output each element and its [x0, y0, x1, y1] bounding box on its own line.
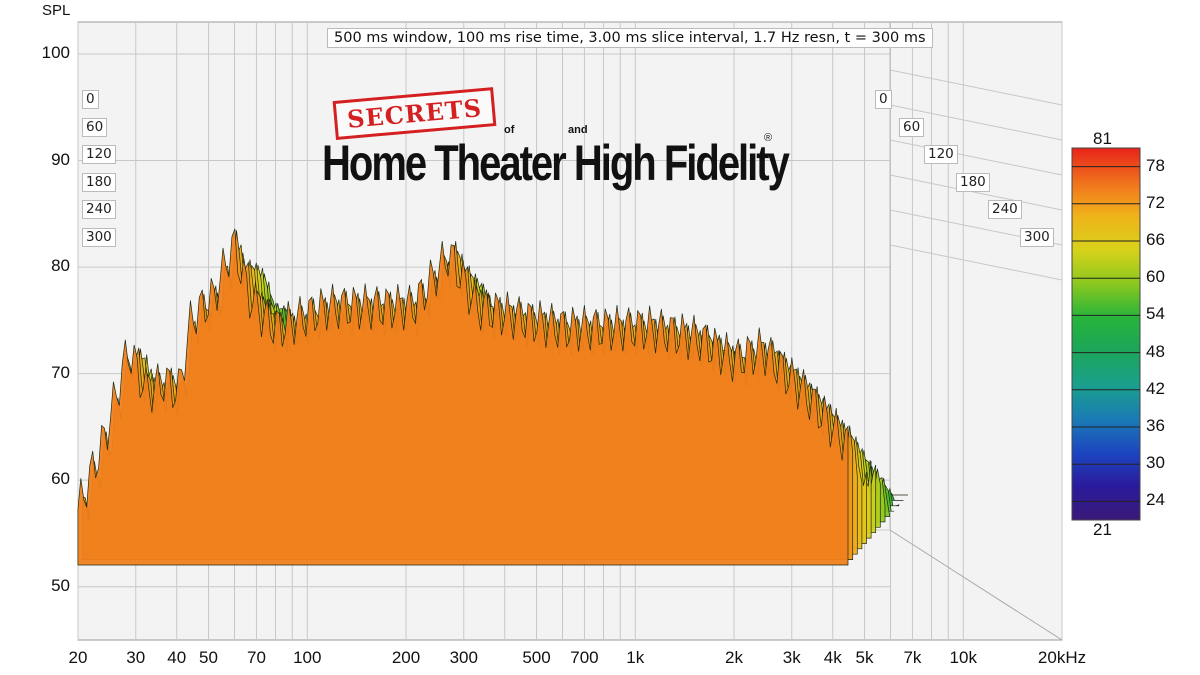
color-scale [1071, 147, 1141, 521]
time-slice-label-right: 0 [875, 90, 892, 109]
logo-of: of [504, 124, 515, 136]
colorbar-tick-label: 48 [1146, 341, 1165, 361]
time-slice-label-right: 240 [988, 200, 1022, 219]
time-slice-label-right: 300 [1020, 227, 1054, 247]
x-tick-label: 100 [293, 648, 322, 667]
x-tick-label: 700 [570, 648, 599, 667]
x-tick-label: 300 [449, 648, 478, 667]
logo-title: Home Theater High Fidelity [322, 136, 790, 191]
x-tick-label: 7k [903, 648, 922, 667]
x-tick-label: 2k [725, 648, 743, 667]
logo-and: and [568, 124, 588, 136]
grid-line-depth [889, 69, 1063, 106]
y-tick-label: 50 [51, 575, 70, 595]
time-slice-label-right: 60 [899, 117, 925, 137]
x-tick-label: 70 [246, 648, 266, 667]
x-tick-label: 30 [126, 648, 146, 667]
x-tick-label: 1k [626, 648, 645, 667]
x-tick-label: 50 [199, 648, 218, 667]
x-tick-label: 20kHz [1037, 648, 1087, 667]
x-tick-label: 10k [949, 648, 977, 667]
colorbar-tick-label: 60 [1146, 267, 1165, 287]
logo-stamp: SECRETS [332, 87, 497, 140]
y-axis-label: SPL [42, 2, 71, 19]
analysis-info: 500 ms window, 100 ms rise time, 3.00 ms… [327, 28, 933, 48]
time-slice-label-left: 300 [82, 227, 116, 247]
y-tick-label: 60 [51, 469, 70, 489]
x-tick-label: 5k [855, 648, 874, 667]
x-tick-label: 500 [522, 648, 551, 667]
x-tick-label: 200 [391, 648, 421, 667]
colorbar-min: 21 [1093, 520, 1112, 539]
colorbar-tick-label: 30 [1146, 453, 1165, 473]
floor-edge [889, 529, 1063, 641]
y-tick-label: 90 [51, 149, 70, 169]
x-tick-label: 3k [782, 648, 801, 667]
time-slice-label-left: 240 [82, 200, 116, 219]
y-tick-label: 70 [51, 362, 70, 382]
registered-mark: ® [764, 132, 773, 144]
grid-line-depth [889, 174, 1063, 211]
time-slice-label-left: 120 [82, 145, 116, 164]
x-tick-label: 4k [823, 648, 842, 667]
colorbar-tick-label: 66 [1146, 230, 1165, 249]
colorbar-tick-label: 72 [1146, 192, 1165, 212]
x-tick-label: 40 [167, 648, 187, 667]
grid-line-depth [889, 244, 1063, 281]
colorbar-max: 81 [1093, 129, 1112, 148]
colorbar-tick-label: 54 [1146, 304, 1165, 324]
secrets-logo: SECRETS of and Home Theater High Fidelit… [322, 87, 790, 192]
colorbar-tick-label: 36 [1146, 416, 1165, 435]
time-slice-label-left: 60 [82, 117, 108, 137]
y-tick-label: 100 [41, 42, 70, 62]
time-slice-label-left: 180 [82, 172, 116, 192]
waterfall-slice [77, 228, 849, 566]
y-tick-label: 80 [51, 256, 70, 276]
grid-line-depth [889, 104, 1063, 141]
colorbar-tick-label: 42 [1146, 378, 1165, 398]
time-slice-label-right: 180 [956, 172, 990, 192]
x-tick-label: 20 [68, 648, 88, 667]
grid-line-depth [889, 139, 1063, 176]
time-slice-label-left: 0 [82, 90, 99, 109]
colorbar-tick-label: 24 [1146, 490, 1165, 510]
colorbar-tick-label: 78 [1146, 155, 1165, 175]
time-slice-label-right: 120 [924, 145, 958, 164]
